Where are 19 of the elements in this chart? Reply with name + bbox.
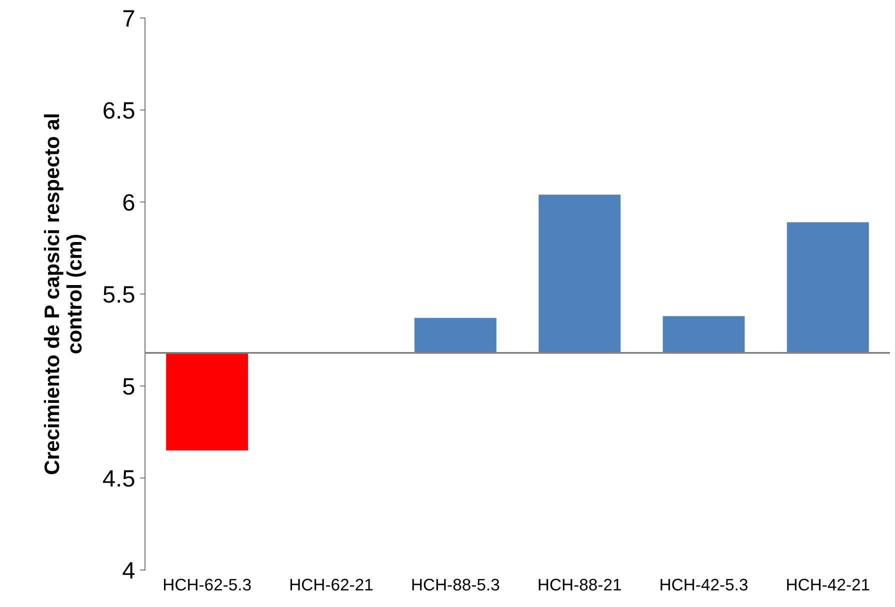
x-tick-label: HCH-62-21 [290, 578, 373, 591]
bar [662, 316, 745, 353]
bar [166, 352, 248, 450]
bar [786, 222, 869, 353]
x-tick-label: HCH-88-21 [538, 578, 621, 591]
bar [538, 194, 621, 353]
x-tick-label: HCH-88-5.3 [412, 578, 500, 591]
y-tick-label: 7 [123, 10, 134, 27]
y-tick-label: 6 [123, 194, 134, 211]
bar [414, 318, 496, 353]
x-tick-label: HCH-42-21 [787, 578, 870, 591]
x-tick-label: HCH-62-5.3 [164, 578, 251, 591]
y-tick-label: 4.5 [103, 470, 134, 487]
x-tick-label: HCH-42-5.3 [660, 578, 748, 591]
y-tick-label: 5 [123, 378, 134, 395]
y-tick-label: 6.5 [104, 102, 134, 119]
y-tick-label: 5.5 [103, 286, 134, 303]
y-tick-label: 4 [122, 562, 135, 579]
y-axis-title: Crecimiento de P capsici respecto al control (cm) [44, 114, 86, 474]
